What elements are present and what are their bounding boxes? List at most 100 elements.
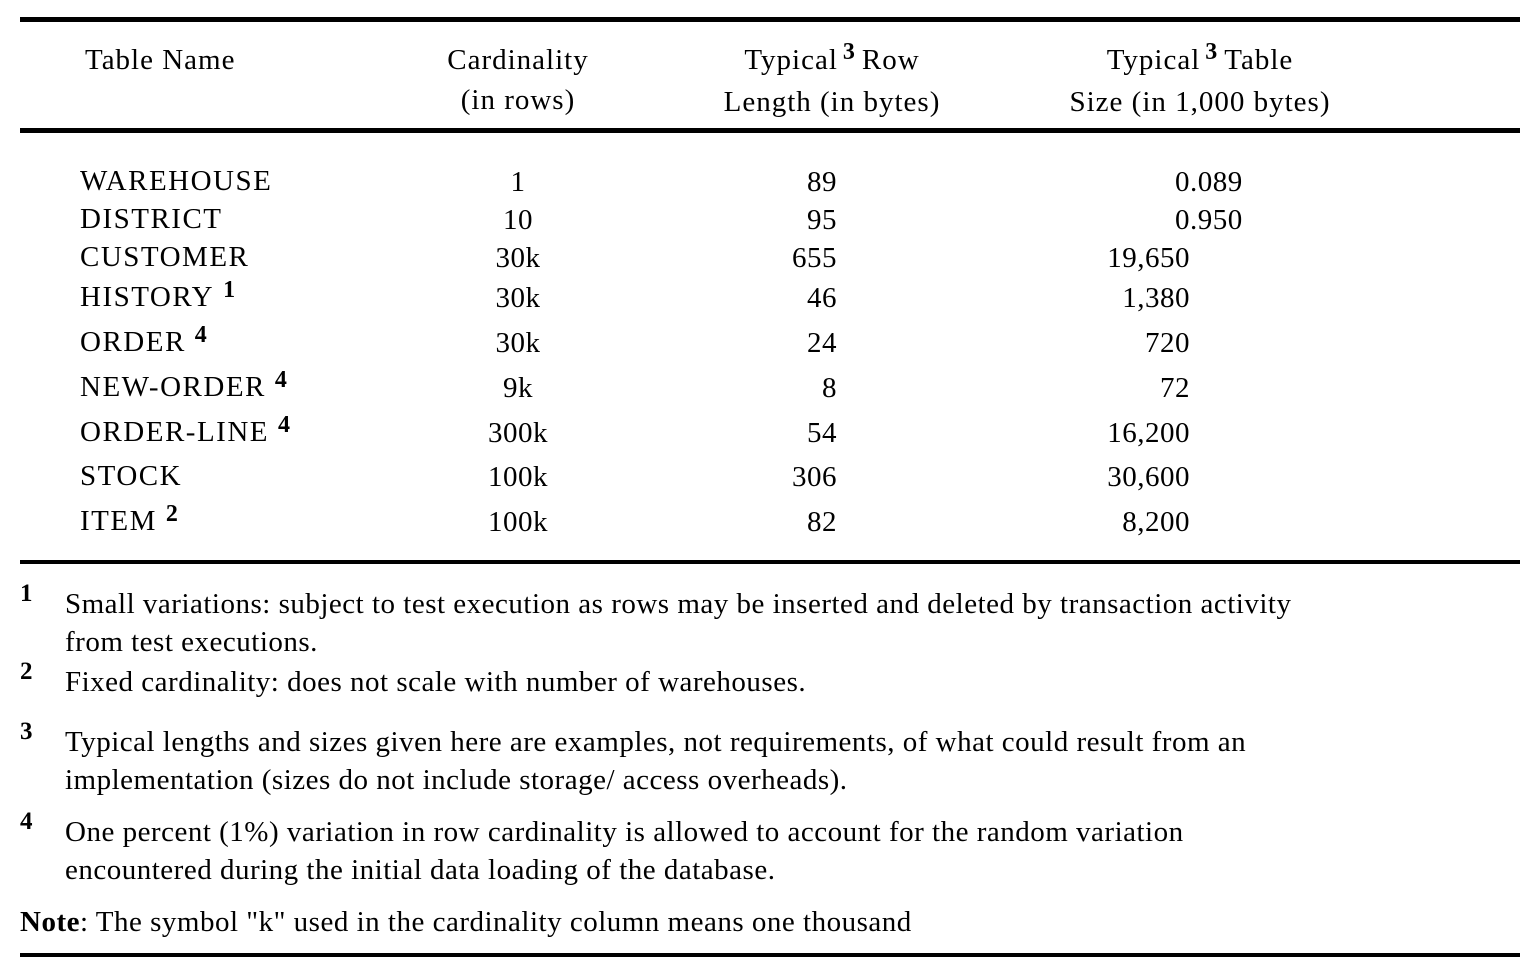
footnote-2-marker: 2 <box>20 658 33 685</box>
footnote-4-text: One percent (1%) variation in row cardin… <box>65 816 1184 886</box>
column-header-cardinality: Cardinality (in rows) <box>360 40 676 120</box>
cell-table-name: ORDER-LINE 4 <box>20 410 360 456</box>
cell-cardinality: 9k <box>503 372 533 404</box>
cell-table-name: STOCK <box>20 454 360 500</box>
footnote-3-text: Typical lengths and sizes given here are… <box>65 726 1247 796</box>
top-rule <box>20 17 1520 22</box>
footnote-1-marker: 1 <box>20 580 33 607</box>
cell-row-length: 655 <box>792 242 837 274</box>
table-name-text: NEW-ORDER <box>80 371 266 403</box>
row-length-header-word2: Row <box>861 44 920 76</box>
cardinality-header-line1: Cardinality <box>447 44 589 76</box>
cell-table-name: DISTRICT <box>20 197 360 243</box>
table-name-text: ITEM <box>80 505 157 537</box>
size-integer: 0 <box>1175 204 1190 236</box>
cell-cardinality: 100k <box>488 506 548 538</box>
footnote-ref: 1 <box>223 277 236 303</box>
table-name-text: DISTRICT <box>80 203 223 235</box>
table-row-new-order: NEW-ORDER 4 9k 8 72 <box>20 366 1520 410</box>
cell-table-size: 720 <box>849 321 1520 365</box>
cell-table-name: WAREHOUSE <box>20 159 360 205</box>
note-label: Note <box>20 906 80 938</box>
footnote-ref: 4 <box>274 367 287 393</box>
cell-cardinality: 30k <box>495 242 541 274</box>
table-name-text: WAREHOUSE <box>80 165 273 197</box>
table-row-order-line: ORDER-LINE 4 300k 54 16,200 <box>20 411 1520 455</box>
table-row-stock: STOCK 100k 306 30,600 <box>20 455 1520 499</box>
size-integer: 30,600 <box>1107 461 1190 493</box>
size-fraction <box>1190 236 1520 280</box>
size-fraction: .089 <box>1190 166 1243 198</box>
table-row-order: ORDER 4 30k 24 720 <box>20 321 1520 365</box>
footnote-1-text: Small variations: subject to test execut… <box>65 588 1292 658</box>
cell-table-size: 19,650 <box>849 236 1520 280</box>
cell-table-size: 8,200 <box>849 500 1520 544</box>
table-row-customer: CUSTOMER 30k 655 19,650 <box>20 236 1520 280</box>
cell-row-length: 24 <box>807 327 837 359</box>
size-fraction <box>1190 276 1520 320</box>
size-integer: 16,200 <box>1107 417 1190 449</box>
cell-cardinality: 30k <box>495 327 541 359</box>
footnote-2-text: Fixed cardinality: does not scale with n… <box>65 666 807 698</box>
table-size-header-word: Typical <box>1106 44 1201 76</box>
footnote-1: 1 Small variations: subject to test exec… <box>20 580 1520 661</box>
cell-cardinality: 30k <box>495 282 541 314</box>
table-name-text: ORDER-LINE <box>80 416 269 448</box>
footnote-ref: 4 <box>194 322 207 348</box>
cardinality-header-line2: (in rows) <box>460 84 576 116</box>
row-length-header-word: Typical <box>744 44 838 76</box>
cell-table-name: NEW-ORDER 4 <box>20 365 360 411</box>
cell-table-name: HISTORY 1 <box>20 275 360 321</box>
cell-table-size: 1,380 <box>849 276 1520 320</box>
cell-row-length: 95 <box>807 204 837 236</box>
size-fraction <box>1190 411 1520 455</box>
cell-table-size: 72 <box>849 366 1520 410</box>
footnote-ref-3: 3 <box>1205 39 1218 65</box>
footnote-4: 4 One percent (1%) variation in row card… <box>20 808 1520 889</box>
size-fraction <box>1190 500 1520 544</box>
table-name-text: STOCK <box>80 460 183 492</box>
column-header-row-length: Typical 3 Row Length (in bytes) <box>682 39 982 122</box>
table-size-header-line1: Typical 3 Table <box>1030 39 1370 82</box>
note-text: : The symbol "k" used in the cardinality… <box>79 906 912 938</box>
footnote-4-marker: 4 <box>20 808 33 835</box>
footnote-ref-3: 3 <box>842 39 855 65</box>
cell-cardinality: 300k <box>488 417 548 449</box>
cell-cardinality: 10 <box>503 204 533 236</box>
table-name-text: CUSTOMER <box>80 241 250 273</box>
size-integer: 720 <box>1145 327 1190 359</box>
header-rule <box>20 128 1520 133</box>
size-fraction: .950 <box>1190 204 1243 236</box>
table-row-warehouse: WAREHOUSE 1 89 0.089 <box>20 160 1520 204</box>
row-length-header-line1: Typical 3 Row <box>682 39 982 82</box>
cell-row-length: 82 <box>807 506 837 538</box>
table-size-header-word2: Table <box>1224 44 1294 76</box>
size-integer: 8,200 <box>1122 506 1190 538</box>
table-name-text: ORDER <box>80 326 186 358</box>
size-integer: 19,650 <box>1107 242 1190 274</box>
cell-table-name: ORDER 4 <box>20 320 360 366</box>
table-size-header-line2: Size (in 1,000 bytes) <box>1069 86 1331 118</box>
table-name-text: HISTORY <box>80 281 215 313</box>
size-integer: 72 <box>1160 372 1190 404</box>
body-rule <box>20 560 1520 564</box>
cell-cardinality: 1 <box>510 166 526 198</box>
footnote-3: 3 Typical lengths and sizes given here a… <box>20 718 1520 799</box>
footnote-ref: 2 <box>165 501 178 527</box>
size-integer: 0 <box>1175 166 1190 198</box>
size-fraction <box>1190 321 1520 365</box>
row-length-header-line2: Length (in bytes) <box>723 86 941 118</box>
footnote-3-marker: 3 <box>20 718 33 745</box>
cell-table-size: 0.950 <box>849 198 1520 242</box>
table-row-history: HISTORY 1 30k 46 1,380 <box>20 276 1520 320</box>
column-header-table-size: Typical 3 Table Size (in 1,000 bytes) <box>1030 39 1370 122</box>
column-header-table-name: Table Name <box>85 44 236 76</box>
size-fraction <box>1190 455 1520 499</box>
footnote-2: 2 Fixed cardinality: does not scale with… <box>20 658 1520 701</box>
cell-row-length: 8 <box>822 372 837 404</box>
table-row-item: ITEM 2 100k 82 8,200 <box>20 500 1520 544</box>
cell-row-length: 306 <box>792 461 837 493</box>
cell-table-size: 0.089 <box>849 160 1520 204</box>
cell-table-name: ITEM 2 <box>20 499 360 545</box>
